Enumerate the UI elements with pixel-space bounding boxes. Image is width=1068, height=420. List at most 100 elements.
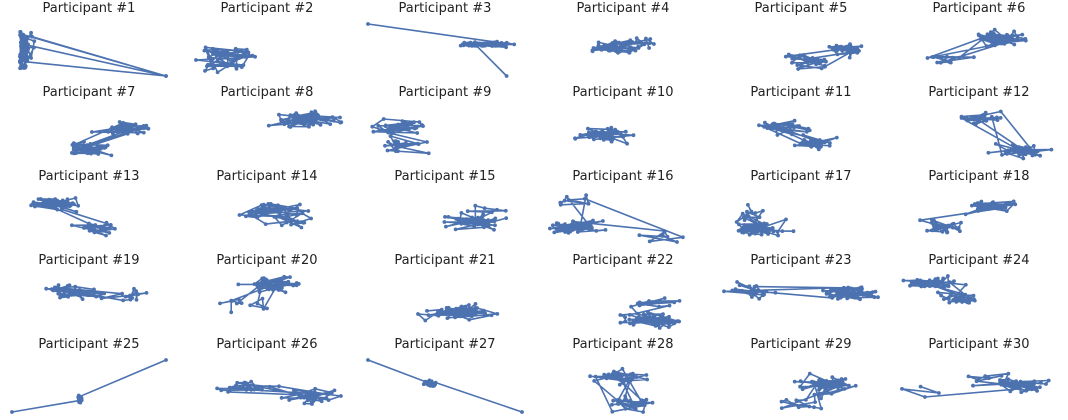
trajectory-point (605, 126, 610, 131)
trajectory-point (483, 311, 487, 316)
trajectory-point (99, 296, 104, 301)
trajectory-point (85, 143, 90, 148)
trajectory-point (230, 52, 235, 56)
trajectory-point (746, 203, 750, 207)
trajectory-point (53, 205, 58, 210)
trajectory-point (769, 126, 773, 131)
trajectory-point (586, 126, 590, 131)
trajectory-line (367, 23, 516, 77)
trajectory-point (810, 58, 815, 63)
trajectory-point (331, 118, 336, 123)
trajectory-point (609, 47, 614, 51)
panel-title: Participant #27 (394, 337, 495, 352)
trajectory-point (1008, 389, 1013, 394)
trajectory-point (672, 321, 677, 326)
trajectory-point (100, 228, 105, 233)
trajectory-point (1010, 383, 1015, 387)
trajectory-point (650, 400, 655, 405)
trajectory-point (98, 225, 103, 230)
trajectory-point (807, 404, 812, 409)
trajectory-point (627, 50, 632, 55)
trajectory-point (218, 301, 222, 306)
trajectory-point (1011, 199, 1016, 204)
trajectory-point (287, 124, 291, 129)
trajectory-point (918, 384, 923, 389)
trajectory-point (941, 285, 946, 289)
trajectory-point (477, 222, 481, 226)
trajectory-point (1017, 386, 1022, 391)
trajectory-point (617, 382, 622, 387)
trajectory-point (95, 145, 100, 150)
trajectory-point (123, 294, 128, 299)
trajectory-point (628, 398, 633, 403)
trajectory-point (812, 405, 816, 410)
trajectory-point (489, 210, 494, 215)
trajectory-point (295, 219, 300, 224)
trajectory-point (263, 222, 268, 227)
trajectory-point (261, 283, 265, 288)
trajectory-point (386, 140, 390, 144)
trajectory-point (59, 294, 64, 299)
trajectory-point (383, 124, 388, 128)
trajectory-point (763, 224, 768, 228)
trajectory-point (761, 208, 765, 213)
trajectory-point (272, 215, 277, 219)
trajectory-point (940, 229, 945, 234)
panel-participant-20: Participant #20 (216, 253, 318, 315)
trajectory-point (945, 230, 949, 235)
trajectory-point (130, 296, 135, 300)
trajectory-point (935, 60, 940, 65)
trajectory-point (872, 295, 877, 300)
trajectory-point (794, 398, 799, 403)
trajectory-point (82, 226, 86, 230)
trajectory-point (983, 374, 988, 379)
trajectory-point (134, 297, 139, 302)
trajectory-point (264, 212, 269, 217)
trajectory-point (282, 122, 287, 127)
trajectory-point (647, 239, 652, 244)
trajectory-point (286, 118, 290, 123)
trajectory-point (277, 204, 282, 209)
trajectory-point (224, 49, 229, 53)
trajectory-point (133, 122, 138, 127)
trajectory-point (645, 302, 650, 306)
trajectory-point (637, 233, 642, 238)
trajectory-point (784, 398, 789, 402)
trajectory-point (104, 233, 108, 238)
trajectory-point (845, 288, 850, 293)
trajectory-point (495, 207, 499, 212)
trajectory-point (988, 205, 993, 210)
trajectory-point (643, 320, 648, 325)
trajectory-point (1003, 205, 1008, 210)
panel-participant-25: Participant #25 (10, 337, 168, 414)
trajectory-point (493, 216, 498, 221)
trajectory-point (767, 227, 771, 232)
trajectory-point (261, 307, 266, 311)
trajectory-point (813, 139, 818, 144)
trajectory-point (446, 215, 451, 219)
trajectory-point (244, 388, 249, 392)
panel-title: Participant #18 (928, 169, 1029, 184)
trajectory-point (244, 214, 248, 219)
trajectory-point (307, 397, 312, 402)
trajectory-point (647, 299, 651, 303)
trajectory-point (762, 125, 767, 129)
trajectory-point (644, 397, 649, 402)
trajectory-point (290, 122, 295, 126)
trajectory-point (423, 318, 428, 323)
trajectory-point (633, 407, 638, 411)
trajectory-point (502, 43, 507, 47)
trajectory-point (606, 48, 611, 53)
trajectory-point (472, 224, 477, 229)
trajectory-point (662, 296, 667, 300)
trajectory-point (230, 61, 235, 66)
trajectory-point (775, 230, 780, 234)
trajectory-point (291, 283, 296, 288)
trajectory-point (277, 384, 281, 389)
trajectory-point (773, 290, 778, 295)
trajectory-point (631, 133, 636, 138)
trajectory-point (578, 221, 583, 226)
trajectory-point (1000, 153, 1004, 157)
trajectory-point (52, 201, 57, 206)
trajectory-point (592, 379, 597, 383)
